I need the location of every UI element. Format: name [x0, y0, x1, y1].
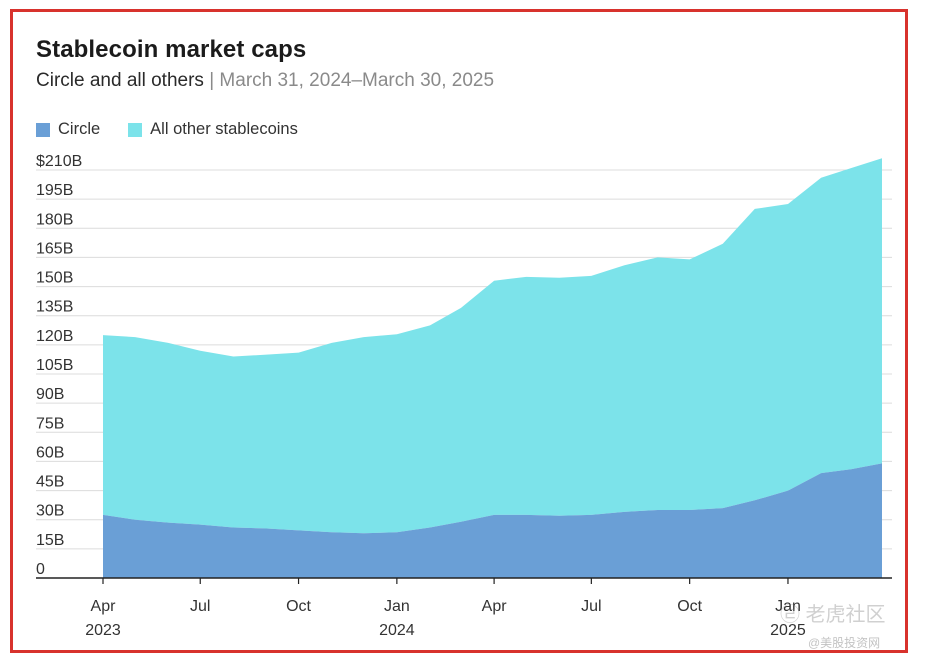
y-tick-label: 165B: [36, 240, 73, 257]
y-tick-label: 195B: [36, 182, 73, 199]
x-tick-year-label: 2024: [379, 622, 415, 639]
watermark-logo: ㉣ 老虎社区: [780, 604, 886, 626]
x-tick-label: Apr: [482, 598, 508, 615]
y-tick-label: 30B: [36, 503, 64, 520]
y-tick-label: 150B: [36, 270, 73, 287]
watermark-site: @美股投资网: [808, 636, 881, 650]
y-tick-label: 15B: [36, 532, 64, 549]
y-tick-label: 90B: [36, 386, 64, 403]
x-tick-year-label: 2023: [85, 622, 121, 639]
legend-item-circle: Circle: [36, 120, 100, 139]
x-tick-label: Jan: [384, 598, 410, 615]
y-tick-label: 135B: [36, 299, 73, 316]
chart-subtitle: Circle and all others | March 31, 2024–M…: [36, 70, 494, 92]
legend-label-others: All other stablecoins: [150, 120, 298, 138]
x-tick-label: Oct: [677, 598, 702, 615]
y-tick-label: $210B: [36, 153, 82, 170]
y-tick-label: 0: [36, 561, 45, 578]
subtitle-main: Circle and all others: [36, 70, 204, 91]
x-tick-label: Apr: [91, 598, 117, 615]
legend-label-circle: Circle: [58, 120, 101, 138]
x-tick-year-label: 2025: [770, 622, 806, 639]
x-tick-label: Oct: [286, 598, 311, 615]
x-tick-label: Jul: [581, 598, 601, 615]
y-tick-label: 45B: [36, 474, 64, 491]
chart-title: Stablecoin market caps: [36, 36, 307, 63]
area-circle: [103, 463, 882, 578]
y-tick-label: 105B: [36, 357, 73, 374]
x-tick-label: Jul: [190, 598, 210, 615]
chart-legend: Circle All other stablecoins: [36, 120, 326, 139]
y-tick-label: 180B: [36, 211, 73, 228]
area-all-other-stablecoins: [103, 158, 882, 534]
legend-swatch-others: [128, 122, 143, 137]
legend-swatch-circle: [36, 122, 50, 137]
subtitle-separator: |: [209, 70, 215, 91]
y-tick-label: 60B: [36, 444, 64, 461]
legend-item-others: All other stablecoins: [128, 120, 298, 139]
subtitle-dates: March 31, 2024–March 30, 2025: [219, 70, 495, 91]
x-tick-label: Jan: [775, 598, 801, 615]
y-tick-label: 75B: [36, 415, 64, 432]
y-tick-label: 120B: [36, 328, 73, 345]
